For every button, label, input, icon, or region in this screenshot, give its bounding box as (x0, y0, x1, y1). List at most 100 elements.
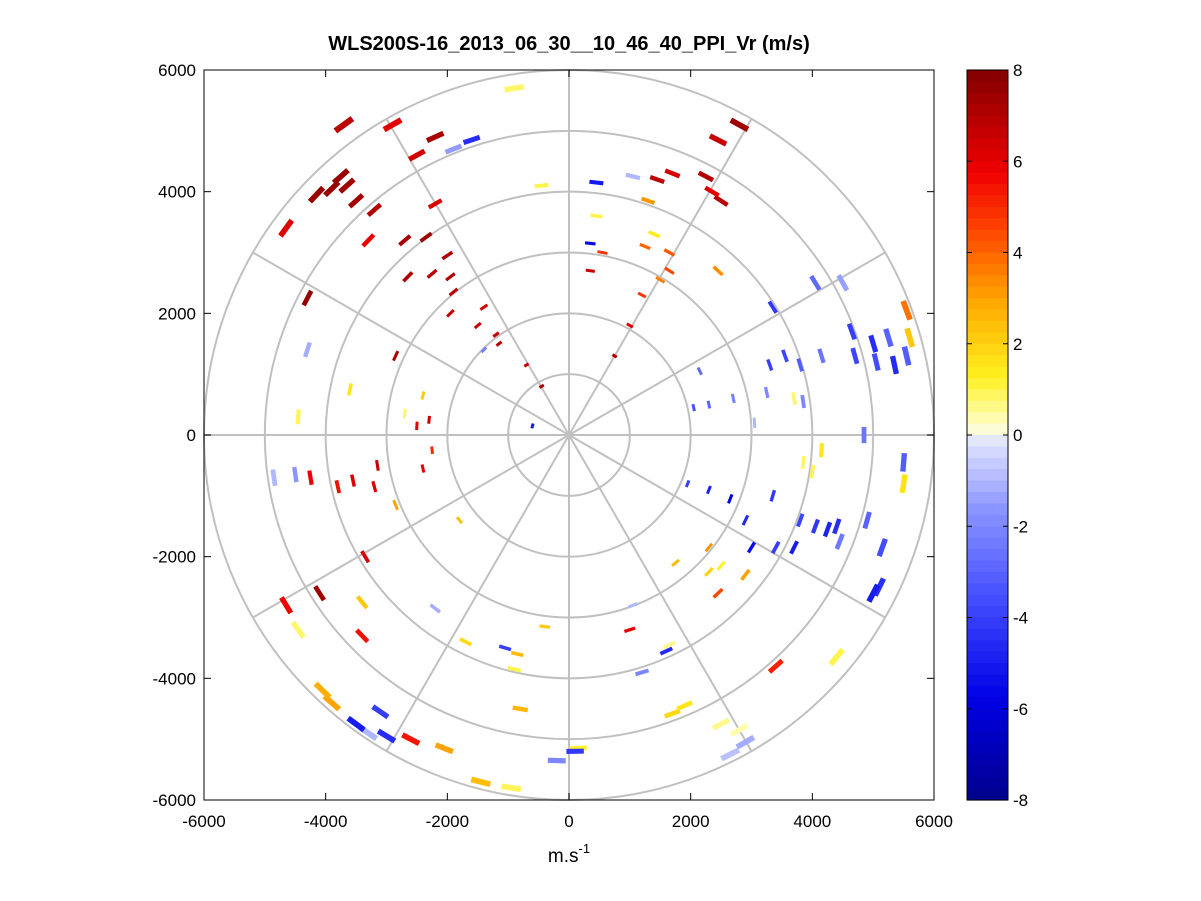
colorbar-tick-label: 8 (1013, 61, 1022, 80)
data-point (366, 202, 383, 218)
data-point (713, 194, 729, 207)
grid-spoke (568, 434, 886, 619)
data-point (676, 700, 693, 712)
colorbar-band (967, 765, 1008, 778)
data-point (822, 521, 833, 538)
data-point (655, 276, 666, 284)
x-tick-label: -4000 (304, 812, 347, 831)
colorbar-band (967, 685, 1008, 698)
data-point (585, 268, 596, 273)
data-point (704, 542, 714, 553)
data-point (708, 133, 728, 147)
grid-spoke (568, 251, 886, 436)
data-point (507, 665, 522, 673)
colorbar-band (967, 457, 1008, 470)
colorbar-band (967, 161, 1008, 174)
data-point (634, 668, 650, 677)
data-point (809, 274, 822, 291)
data-point (901, 346, 912, 366)
data-point (589, 179, 604, 186)
data-point (637, 291, 647, 299)
data-point (904, 327, 916, 348)
data-point (741, 514, 750, 526)
data-point (770, 540, 781, 555)
colorbar-tick-label: -8 (1013, 791, 1028, 810)
colorbar-band (967, 720, 1008, 733)
data-point (313, 585, 326, 602)
data-point (361, 233, 376, 248)
data-point (401, 732, 421, 747)
colorbar-band (967, 309, 1008, 322)
colorbar-tick-label: -2 (1013, 517, 1028, 536)
data-point (371, 480, 378, 493)
data-point (278, 218, 295, 238)
colorbar-band (967, 286, 1008, 299)
colorbar-band (967, 423, 1008, 436)
data-point (871, 352, 881, 372)
data-point (455, 516, 464, 525)
data-point (712, 265, 724, 277)
data-point (834, 533, 845, 550)
data-point (800, 394, 806, 409)
data-point (323, 180, 341, 198)
colorbar-tick-label: 0 (1013, 426, 1022, 445)
x-axis-label-base: m.s (548, 846, 579, 867)
data-point (883, 328, 894, 348)
x-tick-label: 2000 (672, 812, 710, 831)
data-point (662, 640, 677, 650)
data-point (791, 392, 797, 405)
x-tick-label: -6000 (182, 812, 225, 831)
grid-spoke (385, 118, 570, 436)
data-point (862, 511, 872, 530)
data-point (498, 644, 512, 652)
data-point (789, 540, 799, 555)
data-point (850, 347, 860, 365)
colorbar-band (967, 651, 1008, 664)
colorbar-band (967, 252, 1008, 265)
colorbar-band (967, 366, 1008, 379)
data-point (445, 272, 456, 282)
data-point (479, 303, 489, 311)
data-point (590, 213, 603, 219)
colorbar-band (967, 606, 1008, 619)
colorbar-band (967, 332, 1008, 345)
colorbar-band (967, 412, 1008, 425)
data-point (900, 452, 908, 472)
data-point (270, 469, 278, 487)
y-tick-label: 6000 (158, 61, 196, 80)
data-point (459, 637, 473, 647)
colorbar-band (967, 571, 1008, 584)
colorbar-band (967, 127, 1008, 140)
data-point (781, 349, 789, 363)
data-point (684, 479, 691, 488)
data-point (800, 455, 806, 470)
data-point (355, 595, 369, 610)
data-point (523, 362, 530, 368)
y-tick-label: 0 (187, 426, 196, 445)
data-point (504, 83, 525, 93)
colorbar-band (967, 320, 1008, 333)
data-point (425, 130, 445, 143)
colorbar-tick-label: 6 (1013, 152, 1022, 171)
colorbar-band (967, 560, 1008, 573)
colorbar-band (967, 514, 1008, 527)
colorbar-band (967, 115, 1008, 128)
data-point (402, 271, 414, 283)
data-point (664, 168, 681, 179)
data-point (900, 300, 913, 321)
data-point (767, 658, 784, 674)
colorbar-band (967, 503, 1008, 516)
data-point (819, 443, 824, 458)
data-point (861, 426, 867, 444)
colorbar-band (967, 549, 1008, 562)
data-point (769, 489, 777, 502)
grid-spoke (252, 251, 570, 436)
data-point (810, 518, 820, 534)
colorbar-band (967, 731, 1008, 744)
data-point (338, 177, 356, 194)
colorbar-band (967, 777, 1008, 790)
data-point (480, 346, 488, 354)
data-point (729, 722, 749, 738)
colorbar-band (967, 275, 1008, 288)
data-point (766, 358, 774, 372)
